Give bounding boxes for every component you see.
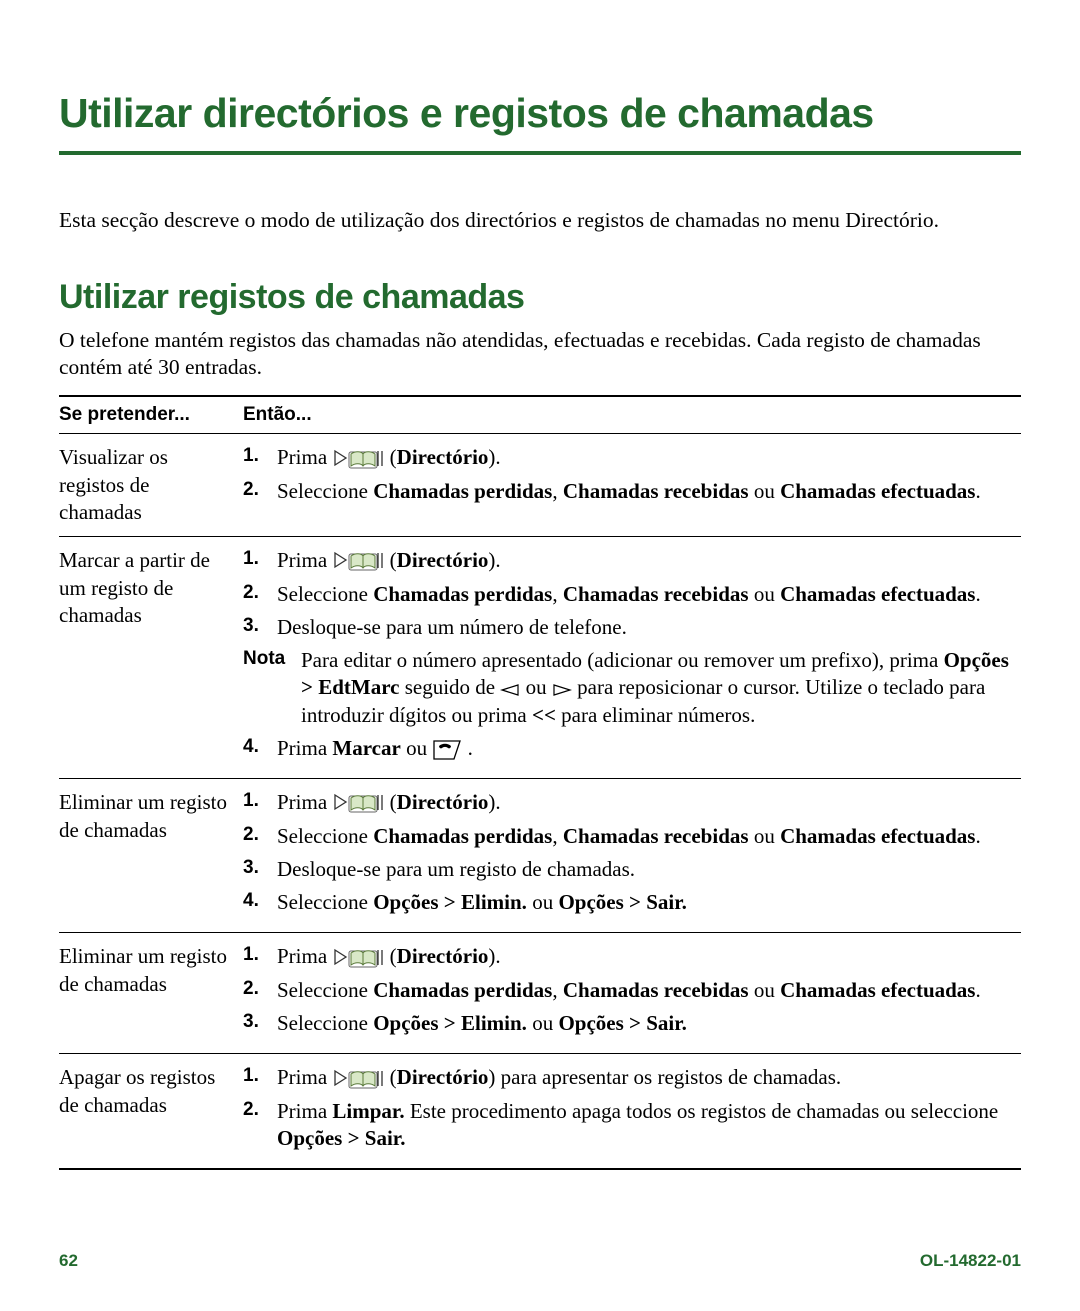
task-cell: Visualizar os registos de chamadas <box>59 434 243 537</box>
note-row: NotaPara editar o número apresentado (ad… <box>243 647 1013 729</box>
step-text: Prima (Directório) para apresentar os re… <box>277 1064 1013 1091</box>
step-number: 2. <box>243 1098 277 1123</box>
step-row: 2.Seleccione Chamadas perdidas, Chamadas… <box>243 581 1013 608</box>
step-number: 4. <box>243 735 277 760</box>
step-row: 1.Prima (Directório). <box>243 547 1013 574</box>
step-text: Desloque-se para um número de telefone. <box>277 614 1013 641</box>
step-row: 2.Seleccione Chamadas perdidas, Chamadas… <box>243 823 1013 850</box>
page-number: 62 <box>59 1251 78 1271</box>
step-text: Prima Marcar ou . <box>277 735 1013 762</box>
page-title: Utilizar directórios e registos de chama… <box>59 90 1021 137</box>
document-page: Utilizar directórios e registos de chama… <box>0 0 1080 1311</box>
step-row: 3.Desloque-se para um número de telefone… <box>243 614 1013 641</box>
step-row: 1.Prima (Directório). <box>243 789 1013 816</box>
step-text: Prima (Directório). <box>277 547 1013 574</box>
step-row: 3.Seleccione Opções > Elimin. ou Opções … <box>243 1010 1013 1037</box>
right-arrow-icon <box>552 683 572 697</box>
step-number: 3. <box>243 856 277 881</box>
step-text: Prima (Directório). <box>277 444 1013 471</box>
steps-cell: 1.Prima (Directório).2.Seleccione Chamad… <box>243 779 1021 933</box>
page-footer: 62 OL-14822-01 <box>59 1251 1021 1271</box>
step-number: 2. <box>243 581 277 606</box>
table-row: Marcar a partir de um registo de chamada… <box>59 537 1021 779</box>
task-cell: Apagar os registos de chamadas <box>59 1054 243 1169</box>
step-text: Seleccione Opções > Elimin. ou Opções > … <box>277 1010 1013 1037</box>
title-rule <box>59 151 1021 155</box>
step-row: 4.Prima Marcar ou . <box>243 735 1013 762</box>
steps-cell: 1.Prima (Directório).2.Seleccione Chamad… <box>243 434 1021 537</box>
step-number: 1. <box>243 1064 277 1089</box>
directory-icon <box>332 948 384 970</box>
task-cell: Eliminar um registo de chamadas <box>59 933 243 1054</box>
steps-cell: 1.Prima (Directório).2.Seleccione Chamad… <box>243 933 1021 1054</box>
note-label: Nota <box>243 647 301 672</box>
step-number: 3. <box>243 1010 277 1035</box>
step-text: Prima (Directório). <box>277 789 1013 816</box>
step-row: 2.Seleccione Chamadas perdidas, Chamadas… <box>243 478 1013 505</box>
table-row: Eliminar um registo de chamadas1.Prima (… <box>59 779 1021 933</box>
step-text: Seleccione Opções > Elimin. ou Opções > … <box>277 889 1013 916</box>
directory-icon <box>332 1069 384 1091</box>
step-number: 2. <box>243 977 277 1002</box>
note-text: Para editar o número apresentado (adicio… <box>301 647 1013 729</box>
step-text: Seleccione Chamadas perdidas, Chamadas r… <box>277 478 1013 505</box>
directory-icon <box>332 449 384 471</box>
step-number: 3. <box>243 614 277 639</box>
left-arrow-icon <box>500 683 520 697</box>
table-header-steps: Então... <box>243 396 1021 434</box>
step-text: Prima (Directório). <box>277 943 1013 970</box>
step-number: 2. <box>243 478 277 503</box>
step-number: 1. <box>243 444 277 469</box>
directory-icon <box>332 793 384 815</box>
document-id: OL-14822-01 <box>920 1251 1021 1271</box>
step-row: 2.Prima Limpar. Este procedimento apaga … <box>243 1098 1013 1153</box>
step-text: Seleccione Chamadas perdidas, Chamadas r… <box>277 581 1013 608</box>
phone-icon <box>432 739 462 761</box>
step-row: 1.Prima (Directório) para apresentar os … <box>243 1064 1013 1091</box>
step-number: 1. <box>243 789 277 814</box>
step-number: 1. <box>243 547 277 572</box>
section-title: Utilizar registos de chamadas <box>59 278 1021 317</box>
step-row: 2.Seleccione Chamadas perdidas, Chamadas… <box>243 977 1013 1004</box>
step-text: Prima Limpar. Este procedimento apaga to… <box>277 1098 1013 1153</box>
table-header-task: Se pretender... <box>59 396 243 434</box>
section-intro: O telefone mantém registos das chamadas … <box>59 327 1021 381</box>
step-row: 1.Prima (Directório). <box>243 444 1013 471</box>
steps-cell: 1.Prima (Directório) para apresentar os … <box>243 1054 1021 1169</box>
intro-paragraph: Esta secção descreve o modo de utilizaçã… <box>59 207 1021 234</box>
step-number: 4. <box>243 889 277 914</box>
task-cell: Eliminar um registo de chamadas <box>59 779 243 933</box>
step-text: Seleccione Chamadas perdidas, Chamadas r… <box>277 823 1013 850</box>
step-text: Seleccione Chamadas perdidas, Chamadas r… <box>277 977 1013 1004</box>
step-row: 3.Desloque-se para um registo de chamada… <box>243 856 1013 883</box>
step-number: 2. <box>243 823 277 848</box>
step-number: 1. <box>243 943 277 968</box>
step-row: 1.Prima (Directório). <box>243 943 1013 970</box>
step-text: Desloque-se para um registo de chamadas. <box>277 856 1013 883</box>
step-row: 4.Seleccione Opções > Elimin. ou Opções … <box>243 889 1013 916</box>
steps-cell: 1.Prima (Directório).2.Seleccione Chamad… <box>243 537 1021 779</box>
table-row: Visualizar os registos de chamadas1.Prim… <box>59 434 1021 537</box>
table-body: Visualizar os registos de chamadas1.Prim… <box>59 434 1021 1169</box>
table-row: Apagar os registos de chamadas1.Prima (D… <box>59 1054 1021 1169</box>
directory-icon <box>332 551 384 573</box>
table-row: Eliminar um registo de chamadas1.Prima (… <box>59 933 1021 1054</box>
task-cell: Marcar a partir de um registo de chamada… <box>59 537 243 779</box>
instructions-table: Se pretender... Então... Visualizar os r… <box>59 395 1021 1171</box>
